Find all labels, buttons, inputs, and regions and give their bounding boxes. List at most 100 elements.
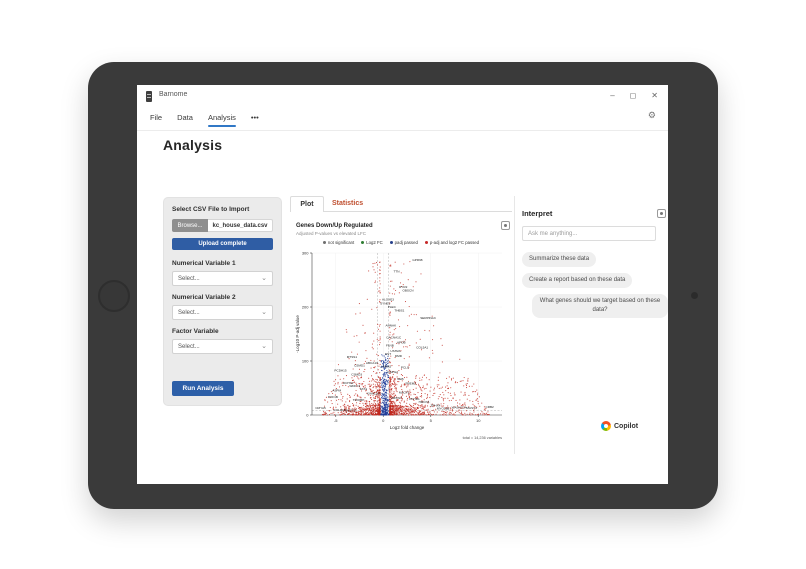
- svg-text:ALOXE3: ALOXE3: [382, 298, 394, 302]
- copilot-branding: Copilot: [601, 421, 638, 431]
- variable-select-1[interactable]: Select... ⌄: [172, 271, 273, 286]
- tab-statistics[interactable]: Statistics: [332, 200, 364, 207]
- svg-text:MACF1: MACF1: [399, 390, 410, 394]
- svg-text:TTN: TTN: [394, 270, 400, 274]
- svg-text:GPR98: GPR98: [412, 258, 422, 262]
- import-panel-title: Select CSV File to Import: [172, 206, 250, 213]
- legend-item: padj passed: [389, 240, 418, 245]
- chevron-down-icon: ⌄: [261, 308, 267, 316]
- browse-button[interactable]: Browse...: [172, 219, 208, 232]
- svg-text:AHNAK: AHNAK: [386, 324, 398, 328]
- legend-item: Log2 FC: [361, 240, 383, 245]
- svg-text:HMCN1: HMCN1: [419, 400, 430, 404]
- upload-status-button[interactable]: Upload complete: [172, 238, 273, 250]
- plot-area: Plot Statistics Genes Down/Up Regulated A…: [290, 196, 512, 440]
- chart-copilot-icon[interactable]: [501, 221, 510, 230]
- suggestion-pills: Summarize these data Create a report base…: [522, 252, 668, 318]
- svg-text:5: 5: [430, 418, 433, 423]
- svg-text:FBXW7: FBXW7: [391, 396, 402, 400]
- tab-bar: Plot Statistics: [290, 196, 512, 212]
- variable-select-2[interactable]: Select... ⌄: [172, 305, 273, 320]
- interpret-title: Interpret: [522, 209, 553, 218]
- svg-text:WASHC2A: WASHC2A: [452, 406, 468, 410]
- svg-text:10: 10: [476, 418, 481, 423]
- svg-text:total = 14,236 variables: total = 14,236 variables: [463, 436, 502, 440]
- tablet-frame: Barnome – ◻ ✕ File Data Analysis ••• ⚙ Anal…: [88, 62, 718, 509]
- maximize-button[interactable]: ◻: [629, 91, 637, 100]
- svg-text:CMYA5: CMYA5: [315, 406, 326, 410]
- menu-item-file[interactable]: File: [150, 113, 163, 122]
- svg-text:APOB: APOB: [397, 340, 406, 344]
- legend-item: not significant: [322, 240, 354, 245]
- svg-text:200: 200: [302, 304, 309, 309]
- svg-text:DMD: DMD: [395, 354, 403, 358]
- close-button[interactable]: ✕: [651, 91, 658, 100]
- svg-text:THBS1: THBS1: [394, 308, 404, 312]
- svg-text:CACNA1C: CACNA1C: [386, 335, 402, 339]
- ask-input-placeholder: Ask me anything...: [528, 230, 578, 237]
- svg-text:COL5A1: COL5A1: [416, 346, 428, 350]
- title-bar: Barnome – ◻ ✕: [137, 85, 668, 107]
- svg-text:ZFHX4: ZFHX4: [431, 403, 441, 407]
- ask-input[interactable]: Ask me anything...: [522, 226, 656, 241]
- app-title: Barnome: [159, 91, 188, 98]
- legend-dot-icon: [424, 241, 428, 244]
- svg-text:FAT4: FAT4: [360, 387, 367, 391]
- svg-text:USH2A: USH2A: [390, 349, 401, 353]
- svg-text:LAMA5: LAMA5: [381, 365, 391, 369]
- svg-text:FLNB: FLNB: [386, 344, 394, 348]
- legend-dot-icon: [389, 241, 393, 244]
- app-window: Barnome – ◻ ✕ File Data Analysis ••• ⚙ Anal…: [137, 85, 668, 484]
- variable-selectors: Numerical Variable 1 Select... ⌄ Numerical …: [172, 260, 273, 354]
- selected-filename: kc_house_data.csv: [208, 219, 273, 232]
- svg-text:RYR2: RYR2: [399, 285, 407, 289]
- chart-legend: not significant Log2 FC padj passed p-adj a…: [290, 240, 512, 245]
- svg-text:100: 100: [302, 358, 309, 363]
- svg-text:SERPINA3: SERPINA3: [420, 316, 436, 320]
- copilot-label: Copilot: [614, 422, 639, 430]
- run-analysis-button[interactable]: Run Analysis: [172, 381, 234, 396]
- svg-text:PKHD1: PKHD1: [409, 397, 420, 401]
- window-controls: – ◻ ✕: [610, 89, 658, 103]
- svg-text:FREM2: FREM2: [406, 381, 417, 385]
- import-panel: Select CSV File to Import Browse... kc_h…: [163, 197, 282, 406]
- legend-dot-icon: [322, 241, 326, 244]
- camera-icon: [691, 292, 698, 299]
- select-value: Select...: [178, 309, 200, 316]
- svg-text:NEB: NEB: [397, 377, 403, 381]
- variable-select-3[interactable]: Select... ⌄: [172, 339, 273, 354]
- svg-text:CRB2: CRB2: [486, 405, 495, 409]
- menu-items: File Data Analysis •••: [149, 111, 260, 127]
- svg-text:HSPG2: HSPG2: [388, 370, 399, 374]
- svg-text:300: 300: [302, 250, 309, 255]
- suggestion-pill-2[interactable]: Create a report based on these data: [522, 273, 633, 288]
- suggestion-pill-3[interactable]: What genes should we target based on the…: [532, 294, 668, 318]
- suggestion-pill-1[interactable]: Summarize these data: [522, 252, 597, 267]
- legend-label: Log2 FC: [366, 240, 383, 245]
- svg-text:MYO18B: MYO18B: [437, 407, 450, 411]
- copilot-logo-icon: [601, 421, 611, 431]
- svg-text:SYNE1: SYNE1: [380, 301, 390, 305]
- menu-item-[interactable]: •••: [250, 113, 259, 122]
- tab-plot[interactable]: Plot: [290, 196, 324, 212]
- menu-item-data[interactable]: Data: [177, 113, 193, 122]
- svg-text:ASPM: ASPM: [332, 388, 341, 392]
- svg-text:WDFY3: WDFY3: [349, 384, 360, 388]
- svg-text:PCDH15: PCDH15: [334, 368, 346, 372]
- minimize-button[interactable]: –: [610, 91, 615, 100]
- interpret-copilot-icon[interactable]: [657, 209, 666, 218]
- file-picker: Browse... kc_house_data.csv: [172, 219, 273, 232]
- volcano-plot: 0 100 200 300 -5 0 5 10 Log2 fold change -Log10 P…: [295, 250, 502, 440]
- legend-label: padj passed: [394, 240, 418, 245]
- panel-divider: [514, 196, 515, 454]
- chart-subtitle: Adjusted P-values vs elevated LFC: [296, 231, 367, 236]
- menu-item-analysis[interactable]: Analysis: [207, 111, 237, 127]
- legend-item: p-adj and log2 FC passed: [424, 240, 479, 245]
- svg-text:-Log10 P-adj value: -Log10 P-adj value: [295, 315, 300, 353]
- home-button[interactable]: [98, 280, 130, 312]
- svg-text:DST: DST: [385, 352, 391, 356]
- gear-icon[interactable]: ⚙: [647, 110, 656, 120]
- svg-text:0: 0: [382, 418, 385, 423]
- svg-text:POF1B: POF1B: [328, 395, 338, 399]
